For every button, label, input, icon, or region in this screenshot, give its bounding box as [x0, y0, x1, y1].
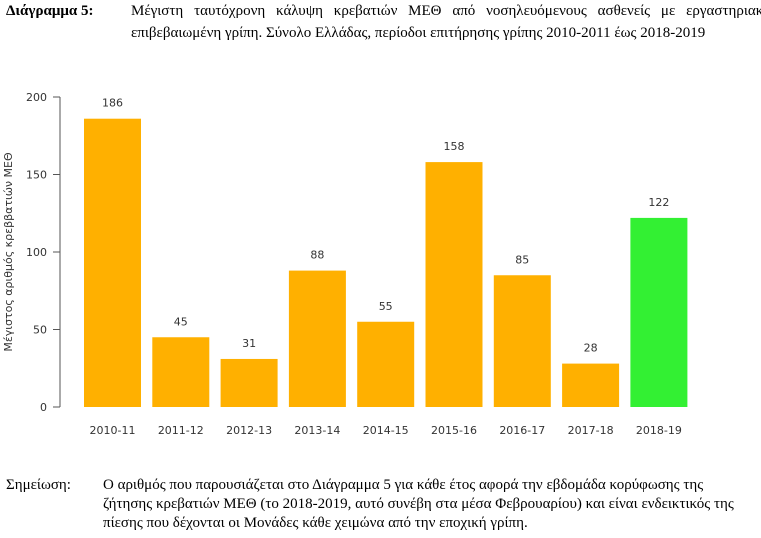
x-tick-label: 2017-18	[568, 424, 614, 437]
x-tick-label: 2018-19	[636, 424, 682, 437]
bar	[84, 118, 141, 407]
caption-text: Μέγιστη ταυτόχρονη κάλυψη κρεβατιών ΜΕΘ …	[131, 3, 761, 41]
data-label: 28	[584, 342, 598, 355]
y-tick-label: 0	[40, 401, 47, 414]
data-label: 158	[444, 140, 465, 153]
bar	[425, 162, 483, 407]
x-tick-label: 2014-15	[363, 424, 409, 437]
bar	[288, 270, 346, 407]
y-tick-label: 50	[33, 324, 47, 337]
note-label: Σημείωση:	[6, 477, 71, 493]
bar	[220, 358, 278, 407]
bar	[630, 217, 688, 407]
bar	[152, 337, 210, 407]
bar-chart: 0 50 100 150 200 Μέγιστος αριθμός κρεββατιών …	[2, 91, 688, 437]
caption-label: Διάγραμμα 5:	[6, 3, 94, 19]
bar	[357, 321, 415, 407]
data-label: 31	[242, 337, 256, 350]
y-axis-label: Μέγιστος αριθμός κρεββατιών ΜΕΘ	[2, 152, 15, 352]
data-label: 88	[310, 249, 324, 262]
data-label: 186	[102, 97, 123, 110]
data-label: 45	[174, 315, 188, 328]
bar	[562, 363, 620, 407]
data-label: 122	[648, 196, 669, 209]
x-tick-label: 2016-17	[499, 424, 545, 437]
bar	[493, 275, 551, 407]
x-tick-label: 2011-12	[158, 424, 204, 437]
note-text: Ο αριθμός που παρουσιάζεται στο Διάγραμμ…	[103, 477, 734, 531]
data-label: 85	[515, 253, 529, 266]
y-tick-label: 100	[26, 246, 47, 259]
data-label: 55	[379, 300, 393, 313]
y-tick-label: 200	[26, 91, 47, 104]
x-tick-label: 2012-13	[226, 424, 272, 437]
x-tick-label: 2010-11	[90, 424, 136, 437]
x-tick-label: 2013-14	[294, 424, 340, 437]
y-tick-label: 150	[26, 169, 47, 182]
x-tick-label: 2015-16	[431, 424, 477, 437]
